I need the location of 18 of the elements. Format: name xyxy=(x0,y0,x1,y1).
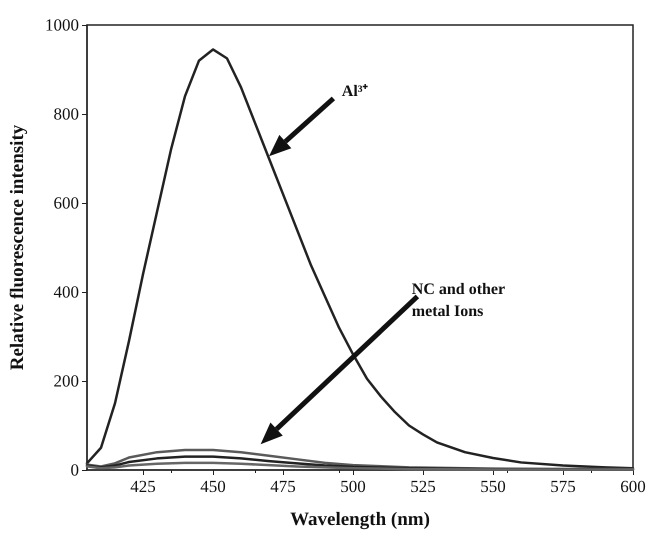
x-tick-label: 525 xyxy=(410,477,436,496)
y-tick-label: 200 xyxy=(54,372,79,390)
x-tick-label: 425 xyxy=(130,477,156,496)
y-tick-label: 800 xyxy=(54,104,79,124)
x-axis-title: Wavelength (nm) xyxy=(290,509,430,530)
x-tick-label: 475 xyxy=(270,477,296,496)
x-tick-label: 600 xyxy=(620,477,646,496)
x-tick-label: 500 xyxy=(340,477,366,496)
x-tick-label: 575 xyxy=(550,477,576,496)
x-tick-label: 450 xyxy=(200,477,226,496)
y-tick-label: 400 xyxy=(54,282,79,302)
y-axis-title: Relative fluorescence intensity xyxy=(7,124,28,370)
y-tick-label: 600 xyxy=(54,194,79,212)
annotation: Al³⁺ xyxy=(342,83,369,100)
annotation: NC and other metal Ions xyxy=(412,281,509,320)
y-tick-label: 1000 xyxy=(45,16,79,34)
y-tick-label: 0 xyxy=(70,460,79,480)
x-tick-label: 550 xyxy=(480,477,506,496)
